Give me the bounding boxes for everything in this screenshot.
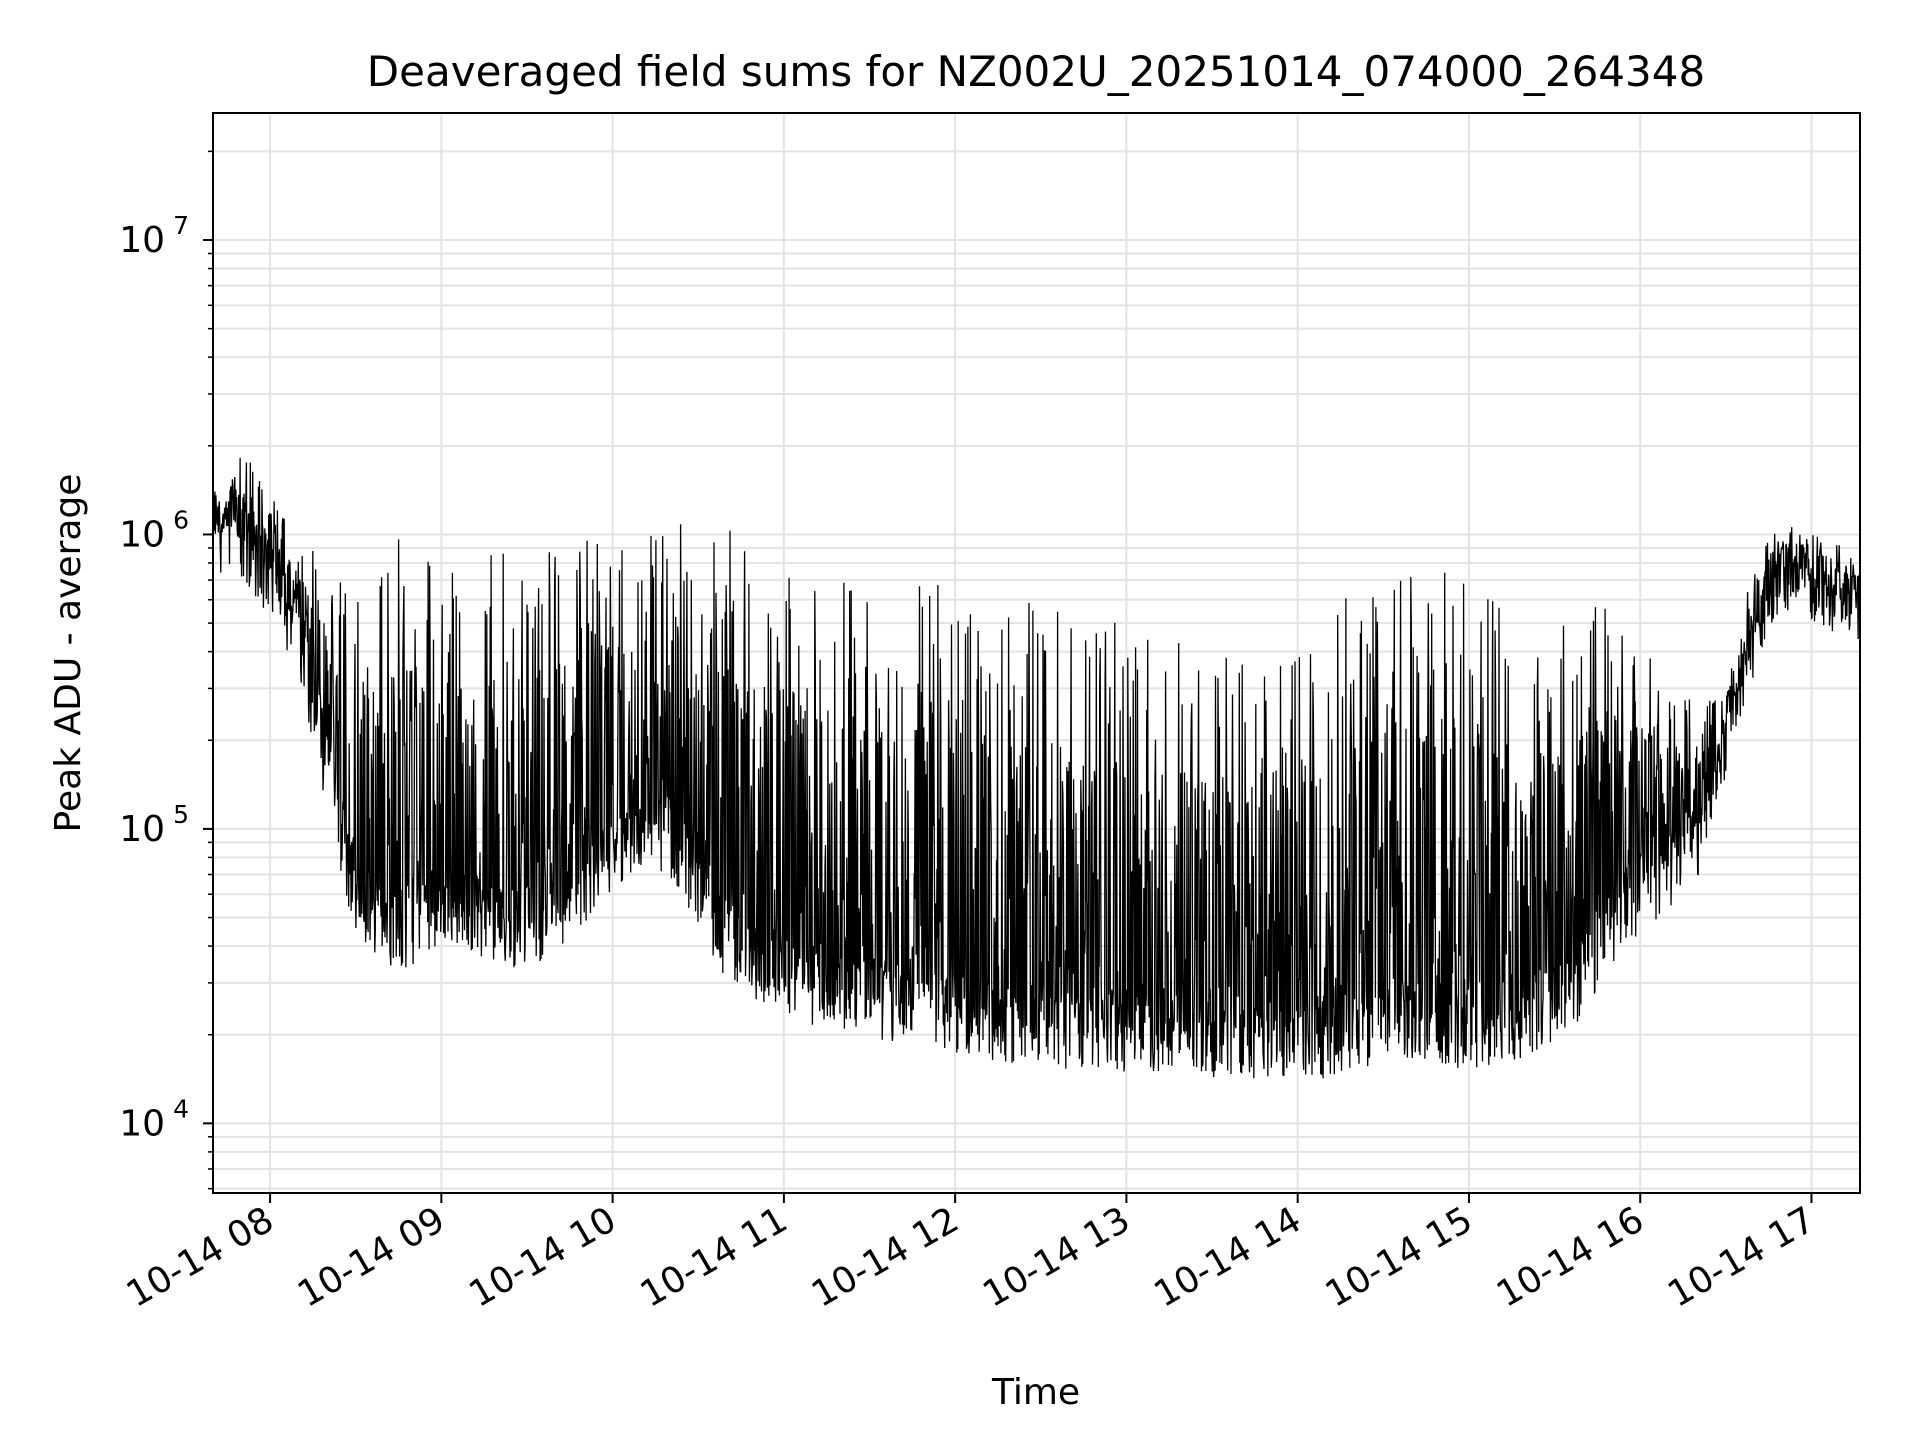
- y-tick-exponent: 6: [173, 505, 189, 534]
- y-tick-label: 10: [119, 809, 165, 850]
- x-axis-label: Time: [991, 1372, 1080, 1413]
- y-tick-exponent: 4: [173, 1094, 189, 1123]
- y-tick-exponent: 5: [173, 800, 189, 829]
- y-tick-label: 10: [119, 220, 165, 261]
- y-tick-label: 10: [119, 514, 165, 555]
- y-tick-label: 10: [119, 1103, 165, 1144]
- plot-frame: [212, 112, 1861, 1194]
- y-tick-exponent: 7: [173, 211, 189, 240]
- y-axis-label: Peak ADU - average: [48, 474, 89, 833]
- chart-title: Deaveraged field sums for NZ002U_2025101…: [367, 47, 1705, 96]
- series-layer: [212, 457, 1861, 1079]
- series-line: [212, 457, 1861, 1079]
